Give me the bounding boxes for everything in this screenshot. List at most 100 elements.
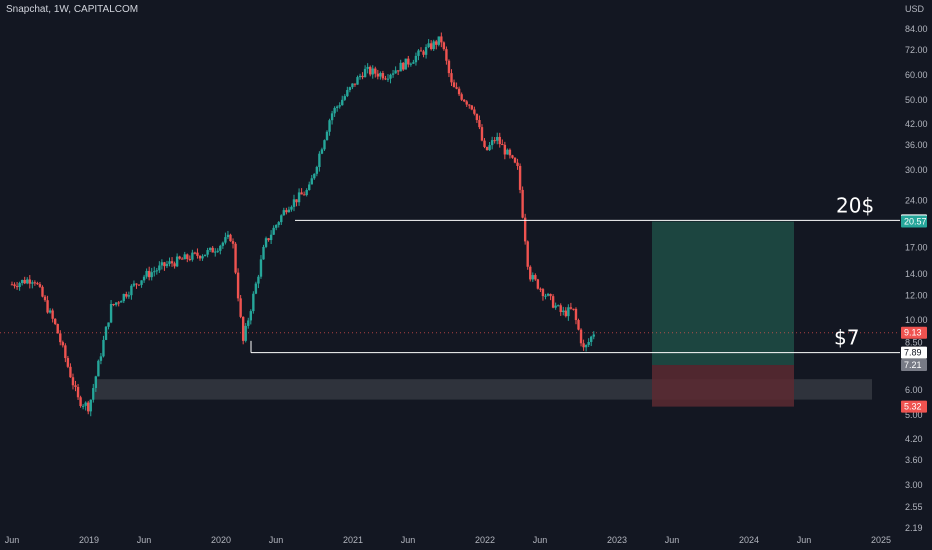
candle-body [249,311,252,321]
candle-body [155,270,159,272]
candle-body [363,68,367,78]
x-tick-label: Jun [665,535,680,545]
candle-body [191,252,194,260]
candle-body [198,255,202,259]
candle-body [226,234,230,238]
x-tick-label: 2024 [739,535,759,545]
candle-body [28,279,31,284]
candle-body [551,296,555,308]
candle-body [310,178,313,185]
candle-body [567,307,570,317]
candle-body [506,149,509,155]
candle-body [381,73,385,79]
candle-body [94,376,98,389]
candle-body [87,402,90,412]
candle-body [84,402,87,406]
price-tag-text: 9.13 [904,328,922,338]
candle-body [267,238,270,241]
candle-body [579,329,583,344]
candle-body [277,222,280,225]
y-tick-label: 5.00 [905,410,923,420]
candle-body [490,140,494,146]
candle-body [147,270,151,278]
price-tag [901,346,927,359]
candle-body [391,73,395,75]
candle-body [402,62,405,70]
x-tick-label: 2023 [607,535,627,545]
candle-body [97,360,100,377]
candle-body [483,140,486,147]
candle-body [15,286,19,288]
candle-body [569,307,573,309]
candle-body [346,90,349,97]
candle-body [300,192,303,195]
x-tick-label: Jun [137,535,152,545]
candle-body [412,62,415,64]
candle-body [26,279,29,284]
candle-body [272,227,275,235]
candle-body [262,246,265,260]
candle-body [269,234,273,241]
candle-body [493,140,496,142]
candle-body [323,140,326,150]
candle-body [562,310,565,313]
candle-body [541,289,545,297]
candle-body [480,127,484,141]
candle-body [559,305,562,313]
candle-body [183,254,186,260]
candle-body [18,283,21,288]
candle-body [216,250,219,252]
loss-zone[interactable] [652,365,794,407]
candle-body [516,162,519,166]
candle-body [224,237,227,243]
candle-body [290,206,293,210]
candle-body [435,41,438,45]
candle-body [313,173,316,179]
candle-body [475,113,479,121]
candle-body [358,75,362,78]
candle-body [529,266,532,280]
x-tick-label: Jun [269,535,284,545]
candle-body [462,99,466,102]
candle-body [384,78,387,80]
candle-body [366,66,369,69]
candle-body [66,358,70,367]
candle-body [137,284,141,286]
candle-body [356,77,359,85]
candle-body [142,276,146,281]
candle-body [315,167,319,174]
profit-zone[interactable] [652,221,794,366]
candle-body [338,105,341,107]
candle-body [498,136,501,145]
candle-body [188,258,192,260]
candle-body [468,104,471,106]
x-tick-label: Jun [533,535,548,545]
candle-body [554,305,557,308]
candle-body [379,73,382,77]
candle-body [239,298,242,317]
candle-body [460,94,463,100]
candle-body [546,293,550,296]
candle-body [41,286,44,297]
candle-body [254,283,258,294]
candle-body [592,334,595,337]
candle-body [165,263,169,267]
candle-body [117,302,120,304]
candle-body [523,217,527,242]
candle-body [125,293,128,297]
candle-body [140,280,143,285]
y-tick-label: 24.00 [905,195,928,205]
price-tag [901,326,927,339]
candle-body [56,323,59,334]
candle-body [328,120,331,132]
candle-body [531,275,534,280]
candle-body [503,144,507,155]
candle-body [150,272,153,278]
candle-body [252,293,255,312]
candle-body [135,283,138,285]
candle-body [231,241,235,244]
candle-body [414,55,418,63]
y-tick-label: 3.00 [905,480,923,490]
x-tick-label: Jun [5,535,20,545]
